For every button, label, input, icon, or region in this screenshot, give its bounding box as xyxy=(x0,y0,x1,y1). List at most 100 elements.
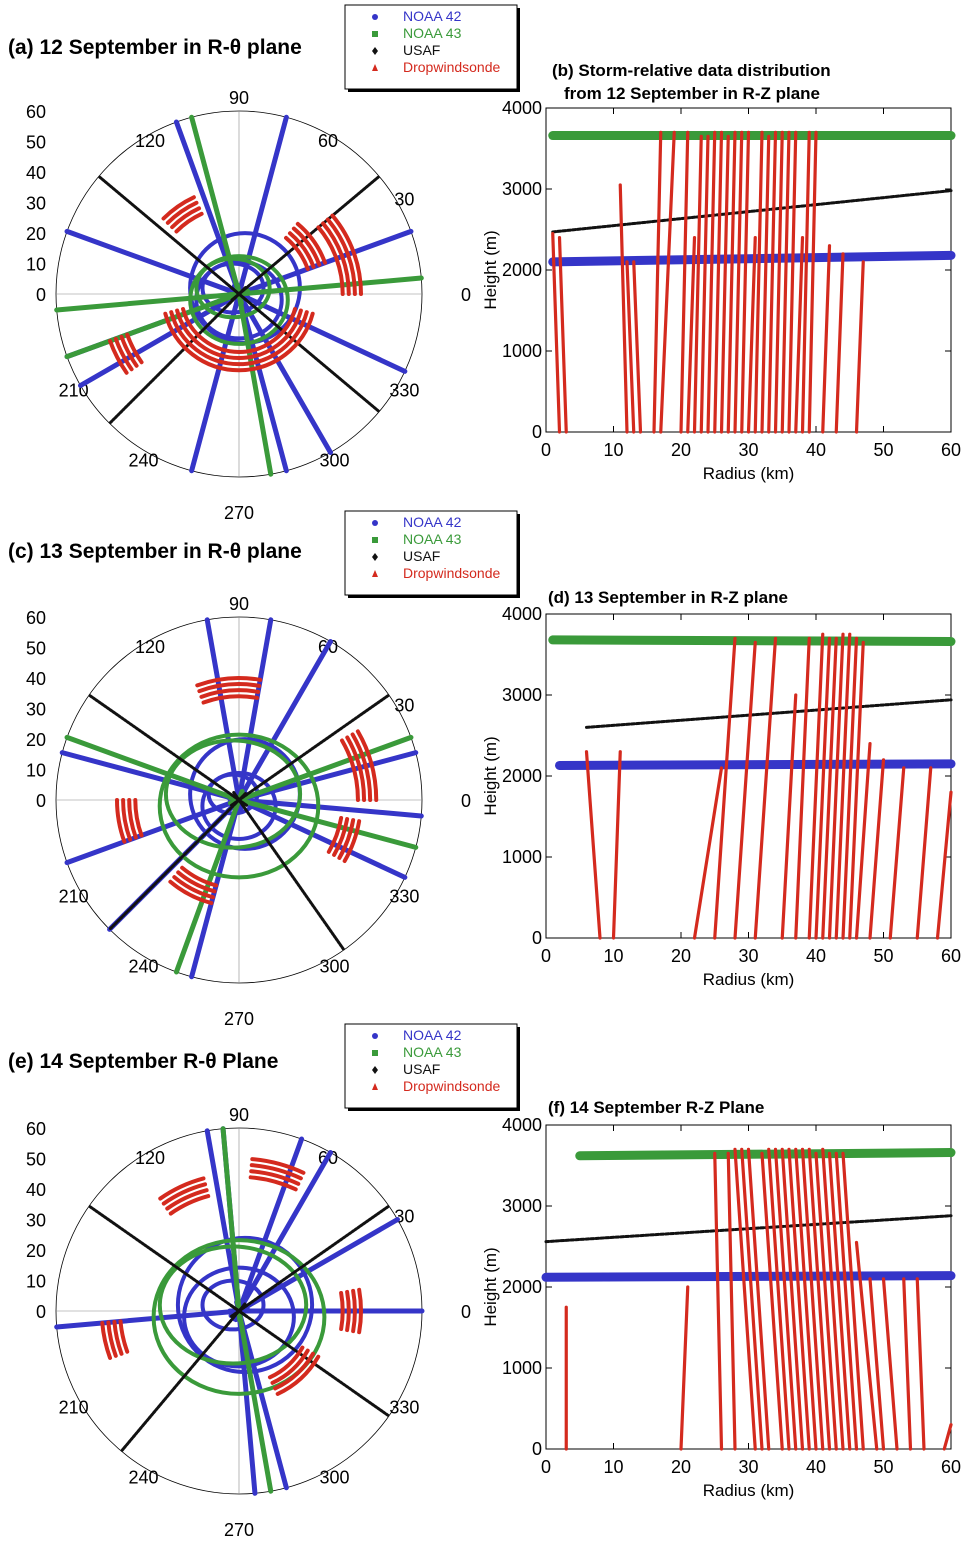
flight-loop xyxy=(200,1278,266,1332)
angle-tick-label: 90 xyxy=(229,88,249,108)
angle-tick-label: 240 xyxy=(128,450,158,470)
sonde-arc xyxy=(275,1354,321,1396)
y-tick-label: 3000 xyxy=(502,1196,542,1216)
sonde-profile xyxy=(942,1423,953,1451)
legend-marker-square xyxy=(372,537,378,543)
panel-title: (c) 13 September in R-θ plane xyxy=(8,540,302,563)
r-tick-label: 50 xyxy=(26,133,46,153)
sonde-profile xyxy=(706,130,717,434)
sonde-profile xyxy=(767,130,778,434)
y-tick-label: 0 xyxy=(532,928,542,948)
sonde-arc xyxy=(158,1176,206,1201)
sonde-arc xyxy=(180,865,219,888)
sonde-arc xyxy=(115,798,127,844)
sonde-arc xyxy=(250,1157,306,1175)
y-tick-label: 1000 xyxy=(502,341,542,361)
sonde-arc xyxy=(355,729,379,802)
x-tick-label: 30 xyxy=(738,1457,758,1477)
y-tick-label: 2000 xyxy=(502,260,542,280)
legend-label: Dropwindsonde xyxy=(403,565,500,581)
angle-tick-label: 210 xyxy=(59,887,89,907)
series-usaf xyxy=(87,693,391,952)
sonde-arc xyxy=(345,1289,351,1333)
sonde-profile xyxy=(746,236,757,434)
r-tick-label: 50 xyxy=(26,1150,46,1170)
legend-marker-circle xyxy=(372,1033,378,1039)
angle-tick-label: 0 xyxy=(461,1302,471,1322)
flight-level-track xyxy=(551,189,953,234)
flight-leg xyxy=(232,791,346,952)
angle-tick-label: 120 xyxy=(135,131,165,151)
sonde-arc xyxy=(330,213,363,296)
x-tick-label: 10 xyxy=(603,1457,623,1477)
sonde-arc xyxy=(337,818,356,860)
sonde-arc xyxy=(118,1319,130,1354)
sonde-profile xyxy=(652,130,663,434)
sonde-profile xyxy=(713,1151,724,1451)
sonde-profile xyxy=(854,741,872,940)
y-tick-label: 4000 xyxy=(502,1115,542,1135)
x-axis-label: Radius (km) xyxy=(703,464,795,483)
series-usaf xyxy=(551,189,953,234)
plot-frame xyxy=(545,1124,952,1450)
sonde-arc xyxy=(112,1319,124,1356)
series-noaa-42 xyxy=(548,250,956,267)
sonde-arc xyxy=(249,1163,303,1181)
x-tick-label: 60 xyxy=(941,1457,961,1477)
sonde-profile xyxy=(821,636,838,940)
sonde-arc xyxy=(168,879,214,906)
sonde-profile xyxy=(827,632,845,940)
panel-title: (b) Storm-relative data distribution xyxy=(552,61,831,80)
sonde-arc xyxy=(325,217,357,296)
sonde-arc xyxy=(270,1348,310,1385)
sonde-profile xyxy=(814,636,832,940)
y-axis-label: Height (m) xyxy=(481,230,500,309)
r-tick-label: 40 xyxy=(26,669,46,689)
sonde-arc xyxy=(287,231,316,269)
flight-leg xyxy=(228,1217,400,1319)
sonde-profile xyxy=(733,1147,757,1451)
flight-leg xyxy=(228,793,408,880)
angle-tick-label: 330 xyxy=(389,1398,419,1418)
sonde-profile xyxy=(773,130,784,434)
r-tick-label: 30 xyxy=(26,1211,46,1231)
y-tick-label: 4000 xyxy=(502,98,542,118)
sonde-arc xyxy=(316,225,345,296)
sonde-arc xyxy=(174,211,204,234)
r-tick-label: 0 xyxy=(36,791,46,811)
series-dropwindsonde xyxy=(584,632,953,940)
y-tick-label: 2000 xyxy=(502,1277,542,1297)
sonde-arc xyxy=(176,870,217,894)
flight-leg xyxy=(227,734,414,806)
legend-marker-square xyxy=(372,1050,378,1056)
r-tick-label: 60 xyxy=(26,1119,46,1139)
r-tick-label: 30 xyxy=(26,700,46,720)
angle-tick-label: 30 xyxy=(394,696,414,716)
sonde-profile xyxy=(699,134,710,434)
flight-loop xyxy=(200,771,278,841)
flight-loop xyxy=(163,738,303,850)
series-usaf xyxy=(585,698,953,729)
sonde-profile xyxy=(618,183,629,434)
sonde-arc xyxy=(169,310,309,367)
y-tick-label: 0 xyxy=(532,1439,542,1459)
legend-label: USAF xyxy=(403,42,440,58)
sonde-profile xyxy=(551,231,562,434)
sonde-profile xyxy=(827,1151,852,1451)
y-tick-label: 3000 xyxy=(502,685,542,705)
series-noaa-43 xyxy=(54,114,424,477)
sonde-profile xyxy=(854,260,865,434)
y-tick-label: 0 xyxy=(532,422,542,442)
sonde-arc xyxy=(357,1287,363,1335)
sonde-profile xyxy=(713,130,724,434)
series-noaa-43 xyxy=(151,1126,327,1494)
sonde-profile xyxy=(780,130,791,434)
series-noaa-43 xyxy=(548,635,956,647)
legend-label: Dropwindsonde xyxy=(403,1078,500,1094)
x-tick-label: 30 xyxy=(738,946,758,966)
r-tick-label: 50 xyxy=(26,639,46,659)
sonde-arc xyxy=(197,682,262,694)
x-tick-label: 0 xyxy=(541,440,551,460)
flight-loop xyxy=(194,256,272,320)
x-tick-label: 10 xyxy=(603,440,623,460)
